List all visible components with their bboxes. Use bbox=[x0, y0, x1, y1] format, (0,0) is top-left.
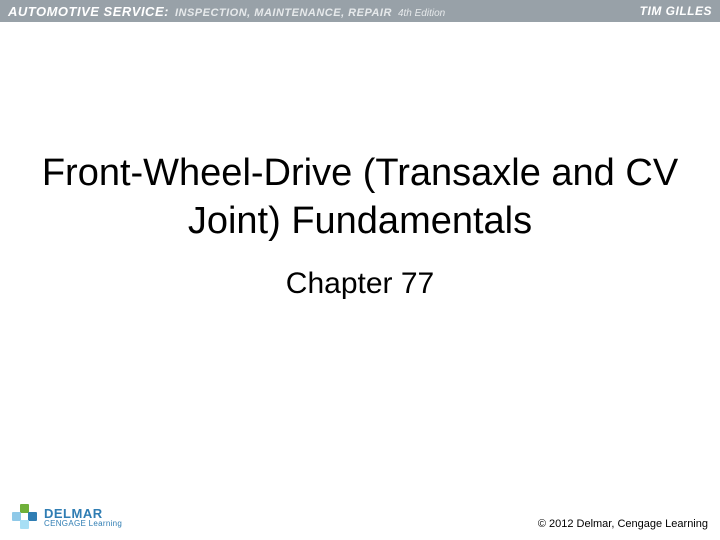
logo-learning-word: Learning bbox=[86, 519, 122, 528]
chapter-label: Chapter 77 bbox=[40, 267, 680, 301]
copyright-text: © 2012 Delmar, Cengage Learning bbox=[538, 518, 708, 530]
header-left: AUTOMOTIVE SERVICE: INSPECTION, MAINTENA… bbox=[8, 4, 445, 19]
book-edition: 4th Edition bbox=[398, 8, 445, 19]
book-title: AUTOMOTIVE SERVICE: bbox=[8, 4, 169, 19]
logo-cengage-word: CENGAGE bbox=[44, 519, 86, 528]
header-bar: AUTOMOTIVE SERVICE: INSPECTION, MAINTENA… bbox=[0, 0, 720, 22]
logo-chip bbox=[28, 512, 37, 521]
logo-text: DELMAR CENGAGE Learning bbox=[44, 507, 122, 528]
book-subtitle: INSPECTION, MAINTENANCE, REPAIR bbox=[175, 7, 392, 19]
logo-mark-icon bbox=[12, 504, 38, 530]
publisher-logo: DELMAR CENGAGE Learning bbox=[12, 504, 122, 530]
logo-chip bbox=[20, 520, 29, 529]
book-author: TIM GILLES bbox=[640, 4, 712, 18]
slide-title: Front-Wheel-Drive (Transaxle and CV Join… bbox=[40, 150, 680, 245]
logo-subbrand: CENGAGE Learning bbox=[44, 520, 122, 528]
footer: DELMAR CENGAGE Learning © 2012 Delmar, C… bbox=[12, 504, 708, 530]
slide-content: Front-Wheel-Drive (Transaxle and CV Join… bbox=[0, 150, 720, 301]
